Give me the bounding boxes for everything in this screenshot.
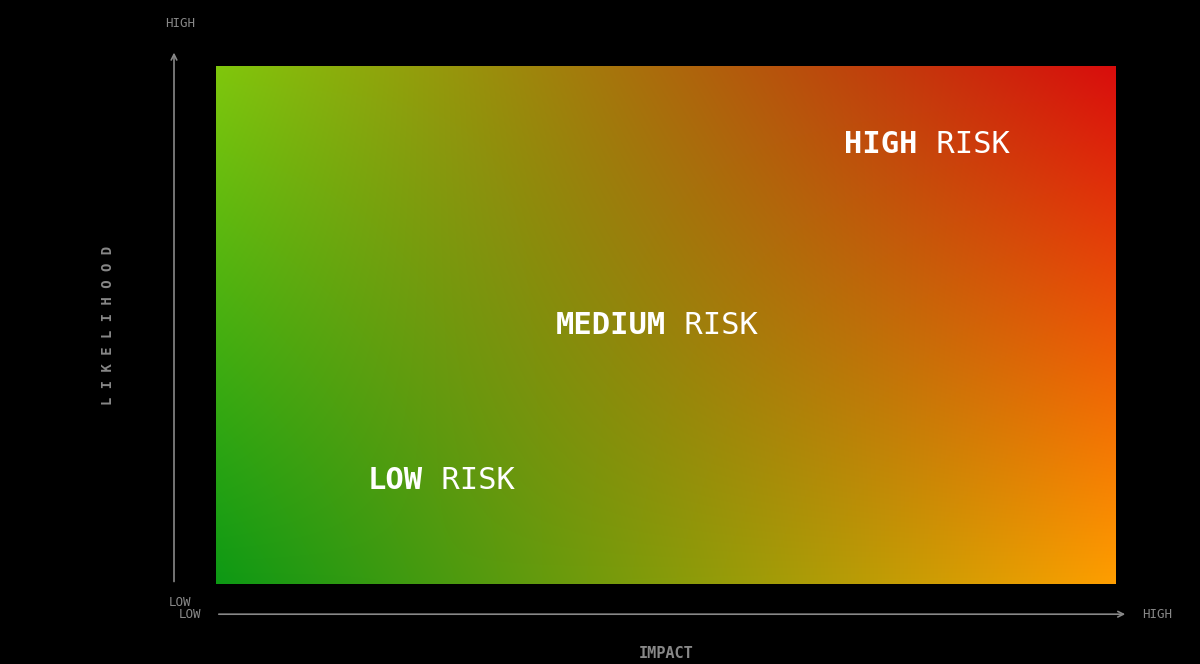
Text: RISK: RISK	[918, 129, 1010, 159]
Text: HIGH: HIGH	[1142, 608, 1172, 621]
Text: LOW: LOW	[368, 466, 424, 495]
Text: IMPACT: IMPACT	[638, 646, 694, 661]
Text: RISK: RISK	[424, 466, 515, 495]
Text: RISK: RISK	[666, 311, 758, 340]
Text: HIGH: HIGH	[166, 17, 194, 30]
Text: L I K E L I H O O D: L I K E L I H O O D	[101, 246, 115, 405]
Text: LOW: LOW	[169, 596, 191, 610]
Text: MEDIUM: MEDIUM	[556, 311, 666, 340]
Text: LOW: LOW	[179, 608, 202, 621]
Text: HIGH: HIGH	[845, 129, 918, 159]
